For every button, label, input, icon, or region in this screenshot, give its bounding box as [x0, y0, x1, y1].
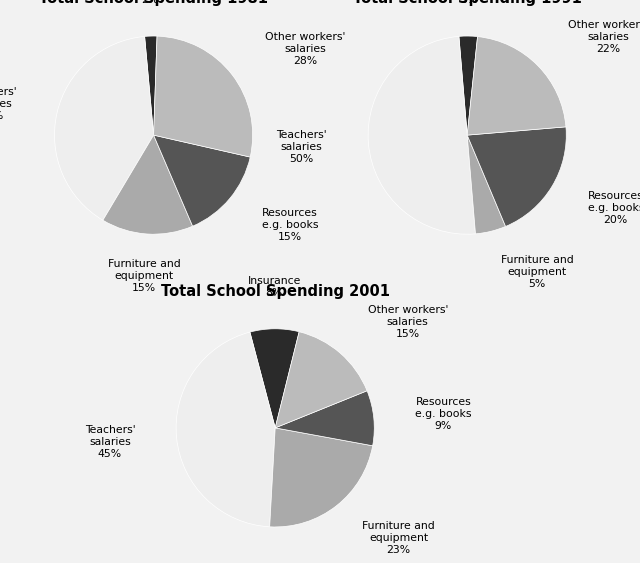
Text: Furniture and
equipment
15%: Furniture and equipment 15%: [108, 258, 180, 293]
Wedge shape: [467, 127, 566, 226]
Text: Furniture and
equipment
5%: Furniture and equipment 5%: [500, 255, 573, 289]
Wedge shape: [459, 36, 477, 135]
Text: Insurance
2%: Insurance 2%: [123, 0, 177, 6]
Title: Total School Spending 1981: Total School Spending 1981: [39, 0, 268, 6]
Wedge shape: [154, 135, 250, 226]
Wedge shape: [154, 36, 253, 157]
Text: Resources
e.g. books
15%: Resources e.g. books 15%: [262, 208, 318, 242]
Wedge shape: [250, 329, 299, 428]
Text: Insurance
8%: Insurance 8%: [248, 276, 301, 298]
Text: Other workers'
salaries
15%: Other workers' salaries 15%: [367, 305, 448, 339]
Text: Furniture and
equipment
23%: Furniture and equipment 23%: [362, 521, 435, 556]
Wedge shape: [176, 332, 275, 527]
Wedge shape: [467, 37, 566, 135]
Wedge shape: [54, 37, 154, 220]
Wedge shape: [368, 37, 476, 234]
Text: Insurance
3%: Insurance 3%: [442, 0, 495, 6]
Wedge shape: [275, 391, 374, 446]
Text: Other workers'
salaries
22%: Other workers' salaries 22%: [568, 20, 640, 53]
Wedge shape: [103, 135, 193, 234]
Wedge shape: [467, 135, 506, 234]
Wedge shape: [275, 332, 367, 428]
Wedge shape: [145, 36, 157, 135]
Title: Total School Spending 1991: Total School Spending 1991: [353, 0, 582, 6]
Text: Resources
e.g. books
20%: Resources e.g. books 20%: [588, 191, 640, 225]
Wedge shape: [269, 428, 372, 527]
Title: Total School Spending 2001: Total School Spending 2001: [161, 284, 390, 299]
Text: Teachers'
salaries
40%: Teachers' salaries 40%: [0, 87, 17, 121]
Text: Other workers'
salaries
28%: Other workers' salaries 28%: [265, 32, 346, 66]
Text: Resources
e.g. books
9%: Resources e.g. books 9%: [415, 397, 472, 431]
Text: Teachers'
salaries
45%: Teachers' salaries 45%: [84, 425, 135, 459]
Text: Teachers'
salaries
50%: Teachers' salaries 50%: [276, 130, 327, 164]
